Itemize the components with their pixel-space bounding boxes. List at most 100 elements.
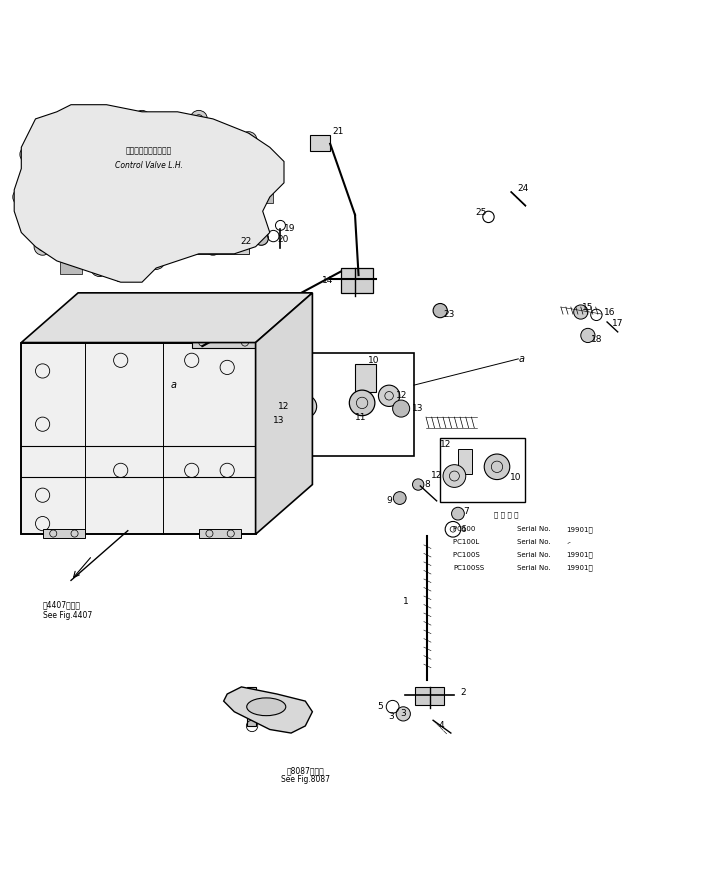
Bar [192,338,256,348]
Text: 10: 10 [510,473,521,482]
Bar [160,113,181,125]
Text: 12: 12 [431,470,442,480]
Text: 2: 2 [460,688,466,697]
Text: Control Valve L.H.: Control Valve L.H. [115,160,183,169]
Text: 19: 19 [284,225,295,233]
Bar [341,268,373,293]
Text: 12: 12 [439,439,451,448]
Circle shape [247,209,264,227]
Circle shape [413,478,424,490]
Bar [252,156,273,168]
Bar [21,342,256,535]
Circle shape [393,400,410,417]
Text: 18: 18 [591,334,602,344]
Circle shape [294,395,317,418]
Text: 22: 22 [241,237,252,246]
Text: Serial No.: Serial No. [517,539,550,545]
Bar [170,154,206,211]
Text: 12: 12 [278,402,290,411]
Circle shape [433,304,447,318]
Circle shape [286,413,303,429]
Text: 11: 11 [355,413,366,421]
Text: 4: 4 [439,722,444,731]
Bar [310,135,330,151]
Text: See Fig.8087: See Fig.8087 [280,774,330,784]
Text: .-: .- [567,539,572,545]
Polygon shape [21,293,312,342]
Circle shape [91,259,108,276]
Bar [71,154,106,211]
Bar [21,342,256,535]
Text: 第8087図参照: 第8087図参照 [286,766,324,775]
Bar [110,113,131,125]
Text: 10: 10 [368,356,379,364]
Bar [60,262,82,274]
Text: 19901～: 19901～ [567,552,594,558]
Bar [199,529,241,538]
Circle shape [574,305,588,319]
Bar [117,269,138,281]
Text: 適 用 号 機: 適 用 号 機 [494,511,518,519]
Circle shape [204,238,222,255]
Text: 15: 15 [582,303,594,312]
Text: PC100SS: PC100SS [453,565,484,570]
Text: 9: 9 [386,495,392,504]
Text: 16: 16 [604,308,615,317]
Bar [440,438,525,503]
Text: PC100L: PC100L [453,539,484,545]
Circle shape [261,168,278,184]
Text: a: a [518,354,524,364]
Bar [275,353,414,456]
Text: 23: 23 [444,310,455,319]
Bar [60,113,82,125]
Text: 7: 7 [464,507,469,516]
Text: 21: 21 [332,127,344,136]
Text: PC100S: PC100S [453,552,484,558]
Circle shape [393,492,406,504]
Text: PC100: PC100 [453,527,484,532]
Circle shape [133,110,151,127]
Text: See Fig.4407: See Fig.4407 [43,611,92,620]
Circle shape [34,125,51,142]
Text: 19901～: 19901～ [567,526,594,533]
Text: Serial No.: Serial No. [517,552,550,558]
Text: Serial No.: Serial No. [517,527,550,532]
Text: 24: 24 [517,184,528,193]
Ellipse shape [247,698,285,715]
Circle shape [349,390,375,416]
Circle shape [34,238,51,255]
Text: a: a [170,380,176,390]
Text: 25: 25 [475,208,486,217]
Text: 12: 12 [396,391,408,400]
Circle shape [254,231,268,245]
Polygon shape [224,687,312,733]
Polygon shape [256,293,312,535]
Bar [355,364,376,392]
Circle shape [20,146,37,163]
Bar [43,529,85,538]
Bar [252,192,273,202]
Text: 13: 13 [273,416,284,425]
Text: 13: 13 [412,405,423,413]
Bar [415,687,444,705]
Text: 17: 17 [612,319,623,328]
Circle shape [443,465,466,487]
Circle shape [581,329,595,342]
Text: 20: 20 [277,235,288,244]
Text: 1: 1 [403,597,408,606]
Bar [121,154,156,211]
Bar [50,133,248,254]
Circle shape [378,385,400,406]
Circle shape [484,454,510,479]
Bar [247,687,256,726]
Text: 5: 5 [378,702,383,711]
Text: 14: 14 [322,276,334,285]
Circle shape [396,707,410,721]
Text: 6: 6 [460,525,466,534]
Text: Serial No.: Serial No. [517,565,550,570]
Text: 第4407図参照: 第4407図参照 [43,601,81,609]
Text: 3: 3 [388,712,394,721]
Circle shape [77,110,94,127]
Circle shape [13,189,30,206]
Circle shape [240,132,257,149]
